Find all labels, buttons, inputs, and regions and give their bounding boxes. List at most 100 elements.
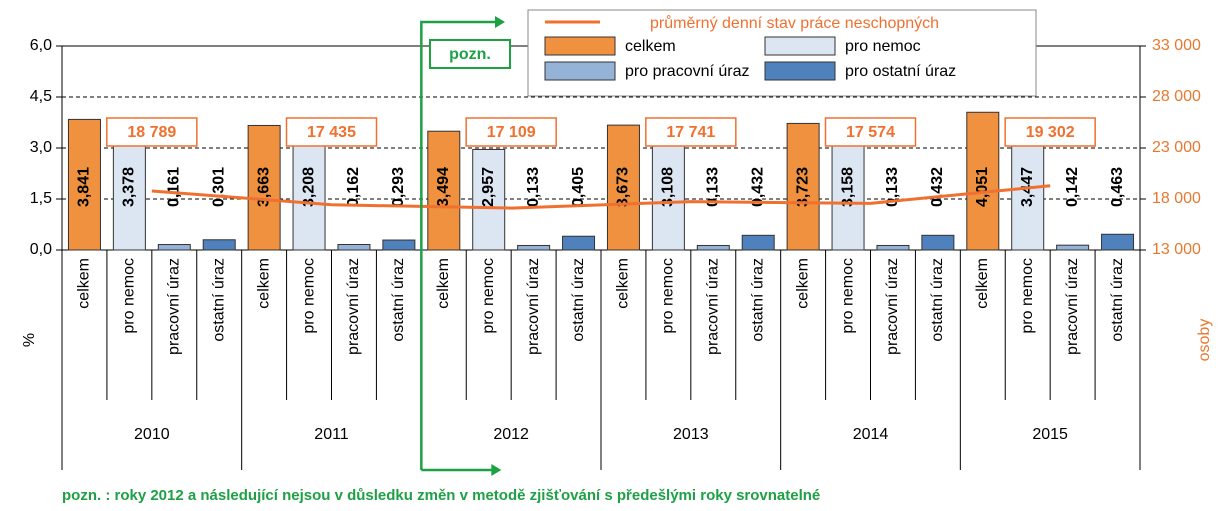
data-label: 3,378 [121,167,138,207]
x-tick-label: pro nemoc [839,258,856,334]
arrowhead [495,16,505,28]
group-label: 2011 [314,426,349,443]
data-label-box [285,117,378,147]
data-label-box [824,117,917,147]
data-label: 0,463 [1109,167,1126,207]
group-label: 2015 [1032,426,1068,443]
data-label: 0,133 [884,167,901,207]
data-label: 17 741 [666,124,715,141]
x-tick-label: pracovní úraz [1064,258,1081,355]
bar [157,244,191,251]
bar [876,244,910,251]
x-tick-label: pro nemoc [480,258,497,334]
x-tick-label: ostatní úraz [1109,258,1126,342]
bar [67,118,101,251]
data-label: 0,432 [749,167,766,207]
data-label: 0,133 [525,167,542,207]
y-tick-label: 6,0 [30,37,52,54]
y2-tick-label: 23 000 [1152,139,1201,156]
data-label-box [465,117,557,147]
bar [1056,244,1090,251]
line [151,184,1051,210]
bar [741,234,775,251]
bar [337,243,371,251]
data-label: 3,494 [435,167,452,207]
x-tick-label: pracovní úraz [166,258,183,355]
x-tick-label: pro nemoc [1019,258,1036,334]
data-label: 3,108 [660,167,677,207]
legend-swatch [544,61,616,81]
data-label: 0,293 [390,167,407,207]
data-label: 17 109 [487,124,536,141]
y-tick-label: 3,0 [30,139,52,156]
group-label: 2012 [493,426,529,443]
data-label: 3,663 [255,167,272,207]
x-tick-label: pracovní úraz [705,258,722,355]
x-tick-label: ostatní úraz [210,258,227,342]
data-label-box [1004,117,1096,147]
data-label-box [645,117,737,147]
bar [1011,132,1045,251]
x-tick-label: ostatní úraz [390,258,407,342]
x-tick-label: ostatní úraz [749,258,766,342]
bar [966,111,1000,251]
x-tick-label: celkem [435,258,452,309]
data-label: 17 574 [846,124,895,141]
x-tick-label: pro nemoc [300,258,317,334]
data-label: 0,161 [166,167,183,207]
x-tick-label: celkem [615,258,632,309]
bar [786,122,820,251]
bar [562,235,596,251]
bar [921,234,955,251]
legend-label: pro pracovní úraz [625,63,750,80]
y2-tick-label: 13 000 [1152,241,1201,258]
y-tick-label: 0,0 [30,241,52,258]
y2-tick-label: 33 000 [1152,37,1201,54]
legend-swatch [544,36,616,56]
bar [831,142,865,251]
data-label: 3,208 [300,167,317,207]
footnote: pozn. : roky 2012 a následující nejsou v… [62,487,820,504]
x-tick-label: pracovní úraz [345,258,362,355]
data-label: 3,841 [76,167,93,207]
data-label: 3,723 [794,167,811,207]
x-tick-label: pro nemoc [121,258,138,334]
group-label: 2014 [853,426,889,443]
legend-label: pro ostatní úraz [845,63,956,80]
y-axis-label: % [21,333,38,347]
data-label: 4,051 [974,167,991,207]
bar [696,244,730,251]
y2-tick-label: 28 000 [1152,88,1201,105]
group-label: 2013 [673,426,709,443]
arrowhead [491,464,502,476]
data-label: 0,162 [345,167,362,207]
legend-label: průměrný denní stav práce neschopných [650,14,939,32]
data-label: 0,142 [1064,167,1081,207]
x-tick-label: celkem [974,258,991,309]
bar [202,239,236,251]
x-tick-label: ostatní úraz [929,258,946,342]
data-label: 3,673 [615,167,632,207]
bar [247,124,281,251]
x-tick-label: pro nemoc [660,258,677,334]
y2-axis-label: osoby [1196,319,1213,362]
y2-tick-label: 18 000 [1152,190,1201,207]
legend-swatch [764,61,836,81]
bar [292,140,326,251]
bar [517,244,551,251]
bar [472,148,506,251]
y-tick-label: 4,5 [30,88,52,105]
data-label: 0,405 [570,167,587,207]
group-label: 2010 [134,426,170,443]
bar [1101,233,1135,251]
data-label: 19 302 [1026,124,1075,141]
annotation-box [429,39,511,69]
data-label: 18 789 [127,124,176,141]
bar [427,130,461,251]
x-tick-label: celkem [76,258,93,309]
legend-swatch [764,36,836,56]
x-tick-label: ostatní úraz [570,258,587,342]
x-tick-label: pracovní úraz [525,258,542,355]
bar [112,134,146,251]
